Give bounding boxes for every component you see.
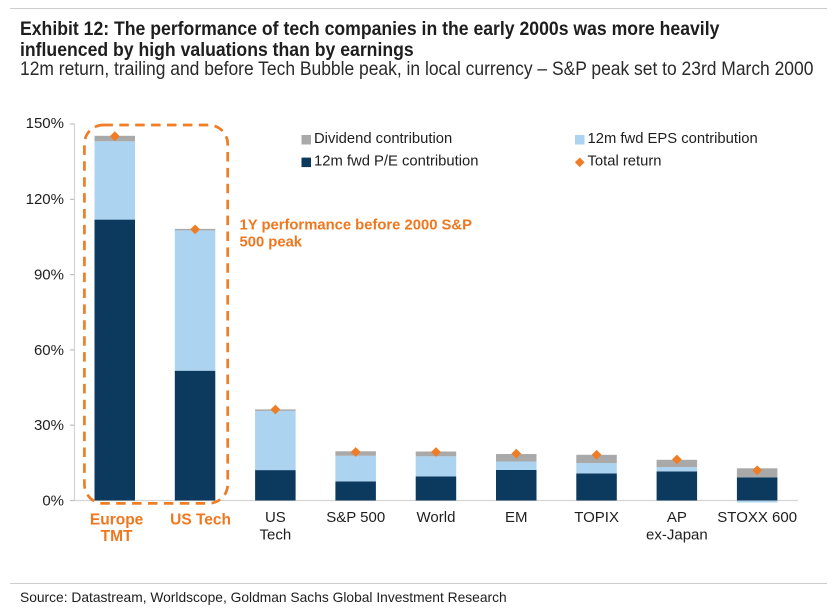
svg-text:AP: AP <box>667 509 687 526</box>
svg-text:90%: 90% <box>34 267 64 284</box>
svg-text:S&P 500: S&P 500 <box>326 509 385 526</box>
svg-text:US Tech: US Tech <box>170 511 231 528</box>
svg-text:World: World <box>417 509 456 526</box>
svg-text:Dividend contribution: Dividend contribution <box>314 131 452 147</box>
svg-text:ex-Japan: ex-Japan <box>646 527 708 544</box>
svg-text:Europe: Europe <box>90 511 144 528</box>
svg-text:60%: 60% <box>34 342 64 359</box>
svg-text:TOPIX: TOPIX <box>574 509 619 526</box>
svg-text:Total return: Total return <box>588 154 662 170</box>
svg-text:Tech: Tech <box>260 527 292 544</box>
svg-text:1Y performance before 2000 S&P: 1Y performance before 2000 S&P <box>240 217 473 233</box>
svg-text:EM: EM <box>505 509 528 526</box>
svg-text:STOXX 600: STOXX 600 <box>717 509 797 526</box>
svg-text:0%: 0% <box>42 493 64 510</box>
svg-text:12m fwd EPS contribution: 12m fwd EPS contribution <box>588 131 758 147</box>
svg-text:12m fwd P/E contribution: 12m fwd P/E contribution <box>314 154 479 170</box>
svg-text:120%: 120% <box>26 191 64 208</box>
svg-text:US: US <box>265 509 286 526</box>
svg-text:150%: 150% <box>26 115 64 132</box>
svg-text:500 peak: 500 peak <box>240 234 303 250</box>
svg-text:TMT: TMT <box>101 528 133 545</box>
svg-text:30%: 30% <box>34 417 64 434</box>
